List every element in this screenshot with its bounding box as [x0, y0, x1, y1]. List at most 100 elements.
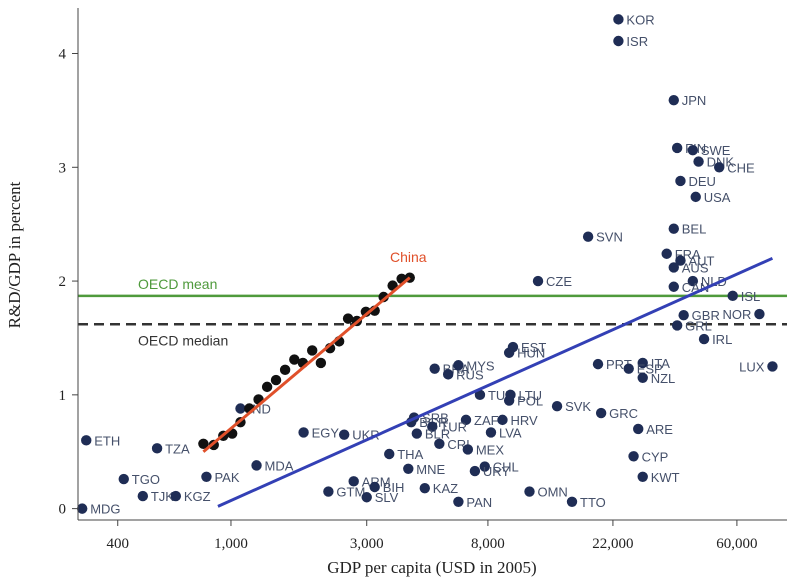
country-point	[592, 358, 604, 370]
country-label: DNK	[707, 155, 735, 170]
country-label: KOR	[626, 12, 654, 27]
country-label: MDA	[265, 458, 294, 473]
country-point	[582, 231, 594, 242]
country-point	[668, 262, 679, 273]
country-label: ARM	[362, 474, 391, 489]
country-point	[551, 401, 563, 412]
country-point	[668, 281, 679, 292]
country-point	[384, 448, 395, 460]
y-tick-label: 2	[59, 274, 67, 290]
country-label: SVK	[565, 399, 591, 414]
x-tick-label: 400	[106, 536, 129, 552]
country-label: SRB	[422, 411, 449, 426]
country-point	[442, 369, 454, 380]
country-point	[595, 407, 607, 419]
china-point	[261, 381, 273, 393]
country-label: NLD	[701, 274, 727, 289]
country-label: CHL	[493, 460, 519, 475]
country-label: THA	[397, 447, 423, 462]
country-point	[251, 460, 262, 471]
country-label: MNE	[416, 462, 445, 477]
country-label: SLV	[375, 490, 399, 505]
country-label: ISL	[741, 289, 761, 304]
reference-line-label: OECD mean	[138, 276, 217, 292]
country-label: KWT	[651, 470, 680, 485]
country-label: SWE	[701, 143, 731, 158]
country-point	[453, 360, 464, 371]
y-tick-label: 0	[59, 502, 67, 518]
country-point	[76, 503, 88, 514]
country-label: BIH	[383, 480, 405, 495]
x-tick-label: 1,000	[214, 536, 248, 552]
country-point	[678, 310, 689, 321]
country-point	[637, 372, 648, 383]
country-point	[675, 255, 686, 266]
country-point	[469, 465, 481, 477]
country-point	[503, 347, 515, 358]
country-label: GRL	[685, 318, 712, 333]
country-point	[369, 481, 380, 493]
country-point	[698, 333, 710, 345]
country-label: EGY	[312, 425, 340, 440]
china-point	[342, 313, 354, 324]
country-point	[613, 35, 624, 47]
country-label: ZAF	[474, 413, 499, 428]
country-point	[637, 357, 648, 369]
country-label: ETH	[94, 433, 120, 448]
country-point	[671, 142, 683, 154]
country-label: OMN	[537, 485, 567, 500]
country-label: EST	[521, 340, 546, 355]
china-point	[307, 345, 318, 356]
country-point	[668, 223, 679, 234]
china-point	[279, 364, 291, 376]
country-point	[323, 486, 334, 497]
country-point	[118, 473, 129, 485]
country-label: URY	[483, 464, 511, 479]
country-label: IRL	[712, 332, 732, 347]
regression-line	[217, 256, 774, 508]
china-point	[198, 438, 209, 449]
country-label: GBR	[692, 308, 720, 323]
country-point	[460, 414, 472, 426]
x-tick-label: 22,000	[592, 536, 633, 552]
reference-line-label: OECD median	[138, 332, 228, 348]
china-fit-label: China	[390, 249, 427, 265]
country-point	[462, 444, 474, 455]
country-point	[687, 275, 699, 287]
country-point	[137, 490, 149, 502]
country-point	[419, 482, 430, 494]
country-point	[767, 361, 778, 372]
country-label: LUX	[739, 359, 765, 374]
country-point	[201, 471, 212, 482]
china-point	[289, 354, 300, 365]
country-label: LVA	[499, 425, 522, 440]
country-point	[479, 461, 490, 472]
country-point	[714, 162, 725, 173]
china-point	[315, 357, 327, 369]
country-point	[693, 156, 704, 167]
country-label: UKR	[352, 428, 379, 443]
country-label: MDG	[90, 502, 120, 517]
y-tick-label: 3	[59, 160, 67, 176]
country-point	[668, 94, 679, 106]
country-point	[637, 471, 648, 482]
country-point	[235, 403, 246, 414]
country-point	[727, 290, 738, 302]
country-point	[497, 414, 508, 426]
country-label: ITA	[651, 356, 671, 371]
country-point	[348, 476, 359, 487]
country-point	[338, 429, 350, 440]
country-label: BLR	[425, 427, 450, 442]
country-label: GRC	[609, 406, 638, 421]
country-label: NZL	[651, 371, 676, 386]
country-label: SVN	[596, 230, 623, 245]
country-label: JPN	[682, 93, 707, 108]
country-label: KGZ	[184, 489, 211, 504]
country-point	[81, 435, 92, 446]
x-axis: 400 1,000 3,000 8,000 22,000 60,000	[78, 519, 787, 552]
country-label: USA	[704, 190, 731, 205]
x-axis-title: GDP per capita (USD in 2005)	[327, 558, 536, 577]
country-label: ISR	[626, 34, 648, 49]
